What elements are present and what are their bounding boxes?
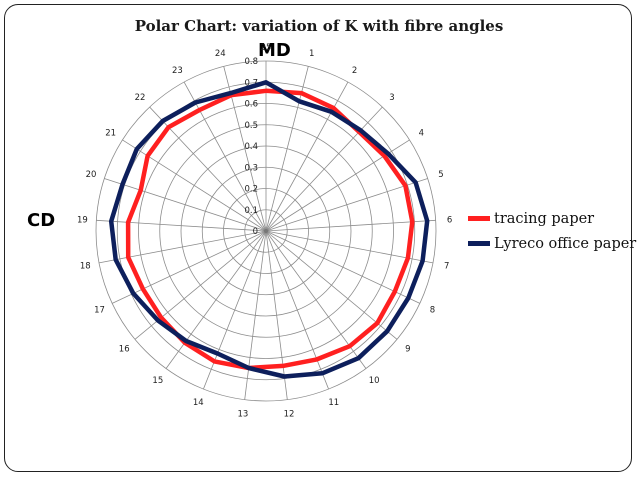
angle-label: 4 — [419, 128, 424, 138]
angle-label: 6 — [447, 215, 452, 225]
legend-item-lyreco-office-paper: Lyreco office paper — [468, 231, 636, 256]
radial-tick-label: 0.6 — [244, 100, 258, 110]
grid-spoke — [134, 230, 267, 340]
legend-label-lyreco-office-paper: Lyreco office paper — [494, 235, 637, 252]
radial-tick-label: 0.4 — [244, 142, 258, 152]
grid-spoke — [265, 106, 383, 232]
grid-spoke — [98, 230, 267, 264]
grid-spoke — [265, 230, 329, 390]
angle-label: 8 — [430, 305, 435, 315]
angle-label: 9 — [405, 344, 410, 354]
radial-tick-label: 0.1 — [244, 206, 258, 216]
grid-spoke — [96, 219, 267, 232]
angle-label: 1 — [309, 49, 314, 59]
angle-label: 18 — [80, 261, 91, 271]
grid-spoke — [265, 219, 436, 232]
radial-tick-label: 0.3 — [244, 163, 258, 173]
angle-label: 2 — [352, 66, 357, 76]
grid-spoke — [244, 230, 267, 400]
angle-label: 10 — [369, 376, 380, 386]
angle-label: 22 — [135, 93, 146, 103]
grid-spoke — [165, 230, 267, 369]
angle-label: 20 — [86, 170, 97, 180]
grid-spoke — [265, 230, 398, 340]
chart-legend: tracing paper Lyreco office paper — [468, 206, 636, 256]
angle-labels: 1234567891011121314151617181920212223242… — [77, 43, 452, 420]
angle-label: 12 — [284, 410, 295, 420]
grid-spoke — [265, 178, 428, 232]
chart-title: Polar Chart: variation of K with fibre a… — [134, 17, 504, 35]
radial-tick-labels: 0 0.1 0.2 0.3 0.4 0.5 0.6 0.7 0.8 — [244, 57, 258, 237]
cd-direction-label: CD — [27, 210, 56, 231]
legend-swatch-tracing-paper — [468, 216, 490, 221]
angle-label: 7 — [444, 261, 449, 271]
legend-item-tracing-paper: tracing paper — [468, 206, 636, 231]
grid-spoke — [104, 178, 267, 232]
polar-grid — [95, 60, 437, 402]
angle-label: 11 — [328, 398, 339, 408]
radial-tick-label: 0.7 — [244, 78, 258, 88]
angle-label: 23 — [172, 66, 183, 76]
angle-label: 21 — [105, 128, 116, 138]
angle-label: 19 — [77, 215, 88, 225]
angle-label: 14 — [193, 398, 204, 408]
grid-spoke — [112, 230, 267, 304]
grid-spoke — [265, 230, 434, 264]
md-direction-label: MD — [258, 40, 291, 61]
legend-label-tracing-paper: tracing paper — [494, 210, 595, 227]
series-line-lyreco-office-paper — [108, 80, 430, 379]
grid-spoke — [265, 230, 288, 400]
angle-label: 3 — [389, 93, 394, 103]
angle-label: 13 — [238, 410, 249, 420]
radial-tick-label: 0.2 — [244, 185, 258, 195]
angle-label: 25 — [261, 43, 272, 53]
grid-spoke — [183, 81, 267, 232]
angle-label: 16 — [119, 344, 130, 354]
angle-label: 24 — [215, 49, 226, 59]
angle-label: 15 — [152, 376, 163, 386]
radial-tick-label: 0.5 — [244, 121, 258, 131]
angle-label: 5 — [438, 170, 443, 180]
legend-swatch-lyreco-office-paper — [468, 241, 490, 246]
angle-label: 17 — [94, 305, 105, 315]
center-hub — [264, 229, 268, 233]
slide-frame — [4, 4, 632, 472]
radial-tick-label: 0 — [253, 227, 258, 237]
radial-tick-label: 0.8 — [244, 57, 258, 67]
series-line-tracing-paper — [125, 88, 415, 371]
series-lines — [108, 80, 430, 379]
